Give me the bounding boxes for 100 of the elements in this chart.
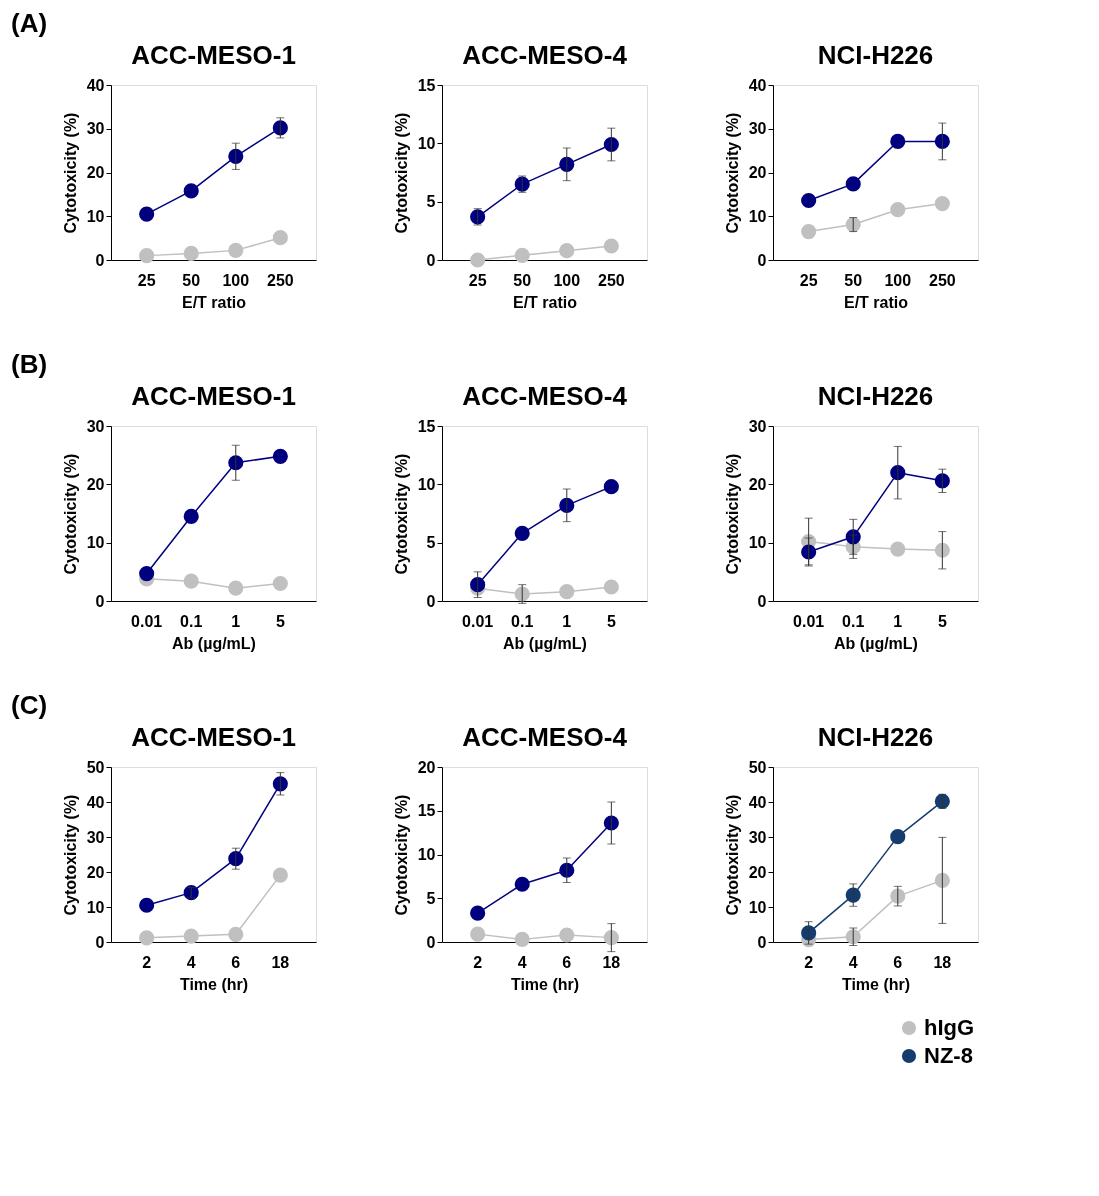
y-tick-label: 20 xyxy=(417,758,436,776)
x-tick-label: 25 xyxy=(468,271,487,289)
x-axis-title: Ab (µg/mL) xyxy=(834,634,918,652)
x-tick-label: 1 xyxy=(231,612,241,630)
point xyxy=(228,580,244,596)
y-tick-label: 5 xyxy=(426,889,436,907)
point xyxy=(559,243,575,259)
point xyxy=(603,479,619,495)
y-tick-label: 10 xyxy=(417,846,436,863)
y-tick-label: 0 xyxy=(426,592,436,610)
x-axis-title: E/T ratio xyxy=(843,293,909,311)
y-tick-label: 30 xyxy=(86,417,105,435)
x-tick-label: 4 xyxy=(186,953,196,971)
point xyxy=(559,584,575,600)
y-axis-title: Cytotoxicity (%) xyxy=(392,794,410,916)
x-tick-label: 5 xyxy=(606,612,616,630)
y-tick-label: 5 xyxy=(426,534,436,552)
point xyxy=(514,931,530,947)
point xyxy=(183,928,199,944)
legend-label: hIgG xyxy=(924,1015,975,1040)
point xyxy=(183,183,199,199)
y-tick-label: 20 xyxy=(86,475,105,493)
x-tick-label: 100 xyxy=(222,271,250,289)
y-tick-label: 10 xyxy=(86,534,105,552)
y-tick-label: 50 xyxy=(748,758,767,776)
x-tick-label: 18 xyxy=(933,953,952,971)
chart-title: ACC-MESO-1 xyxy=(131,40,296,70)
x-tick-label: 0.1 xyxy=(180,612,203,630)
point xyxy=(272,867,288,883)
y-tick-label: 0 xyxy=(426,933,436,951)
point xyxy=(603,238,619,254)
point xyxy=(183,245,199,262)
chart-title: ACC-MESO-4 xyxy=(462,381,628,411)
text: (C) xyxy=(11,690,48,720)
y-tick-label: 40 xyxy=(748,793,767,811)
x-tick-label: 0.1 xyxy=(511,612,534,630)
x-tick-label: 50 xyxy=(844,271,863,289)
point xyxy=(139,248,155,264)
chart-title: ACC-MESO-1 xyxy=(131,722,296,752)
y-tick-label: 20 xyxy=(86,863,105,881)
point xyxy=(934,872,950,888)
point xyxy=(183,573,199,589)
point xyxy=(801,223,817,240)
x-tick-label: 2 xyxy=(473,953,483,971)
point xyxy=(934,133,950,150)
point xyxy=(228,926,244,942)
point xyxy=(228,455,244,471)
point xyxy=(559,497,575,513)
chart-title: ACC-MESO-4 xyxy=(462,40,628,70)
y-tick-label: 40 xyxy=(86,76,105,94)
y-axis-title: Cytotoxicity (%) xyxy=(723,453,741,575)
y-tick-label: 30 xyxy=(748,417,767,435)
point xyxy=(470,252,486,268)
y-tick-label: 30 xyxy=(748,120,767,138)
y-tick-label: 20 xyxy=(748,863,767,881)
y-tick-label: 50 xyxy=(86,758,105,776)
y-tick-label: 10 xyxy=(748,534,767,552)
y-tick-label: 10 xyxy=(417,134,436,152)
y-tick-label: 10 xyxy=(748,207,767,225)
point xyxy=(514,247,530,263)
point xyxy=(139,897,155,913)
point xyxy=(272,575,288,592)
y-tick-label: 20 xyxy=(86,164,105,181)
point xyxy=(934,195,950,212)
y-tick-label: 0 xyxy=(426,251,436,269)
x-tick-label: 4 xyxy=(848,953,858,971)
point xyxy=(890,829,906,845)
x-tick-label: 18 xyxy=(271,953,290,971)
point xyxy=(845,929,861,945)
point xyxy=(559,862,575,878)
chart-title: NCI-H226 xyxy=(817,40,934,70)
point xyxy=(845,176,861,192)
point xyxy=(183,508,199,524)
y-axis-title: Cytotoxicity (%) xyxy=(392,453,410,575)
point xyxy=(514,525,530,541)
y-tick-label: 0 xyxy=(95,933,105,951)
x-axis-title: Time (hr) xyxy=(510,975,580,993)
x-tick-label: 4 xyxy=(517,953,527,971)
x-tick-label: 0.01 xyxy=(131,612,163,630)
x-tick-label: 6 xyxy=(893,953,903,971)
x-tick-label: 0.01 xyxy=(793,612,825,630)
x-tick-label: 6 xyxy=(562,953,572,971)
y-tick-label: 20 xyxy=(748,475,767,493)
x-axis-title: Ab (µg/mL) xyxy=(172,634,256,652)
y-tick-label: 0 xyxy=(757,933,767,951)
y-tick-label: 0 xyxy=(95,592,105,610)
point xyxy=(890,202,906,218)
x-tick-label: 5 xyxy=(937,612,947,630)
text: (B) xyxy=(11,349,48,379)
point xyxy=(801,192,817,209)
point xyxy=(514,876,530,892)
x-tick-label: 5 xyxy=(275,612,285,630)
point xyxy=(139,566,155,582)
y-tick-label: 40 xyxy=(748,76,767,94)
x-tick-label: 18 xyxy=(602,953,621,971)
x-axis-title: E/T ratio xyxy=(512,293,578,311)
x-tick-label: 6 xyxy=(231,953,241,971)
point xyxy=(890,133,906,150)
point xyxy=(272,230,288,246)
point xyxy=(139,930,155,946)
